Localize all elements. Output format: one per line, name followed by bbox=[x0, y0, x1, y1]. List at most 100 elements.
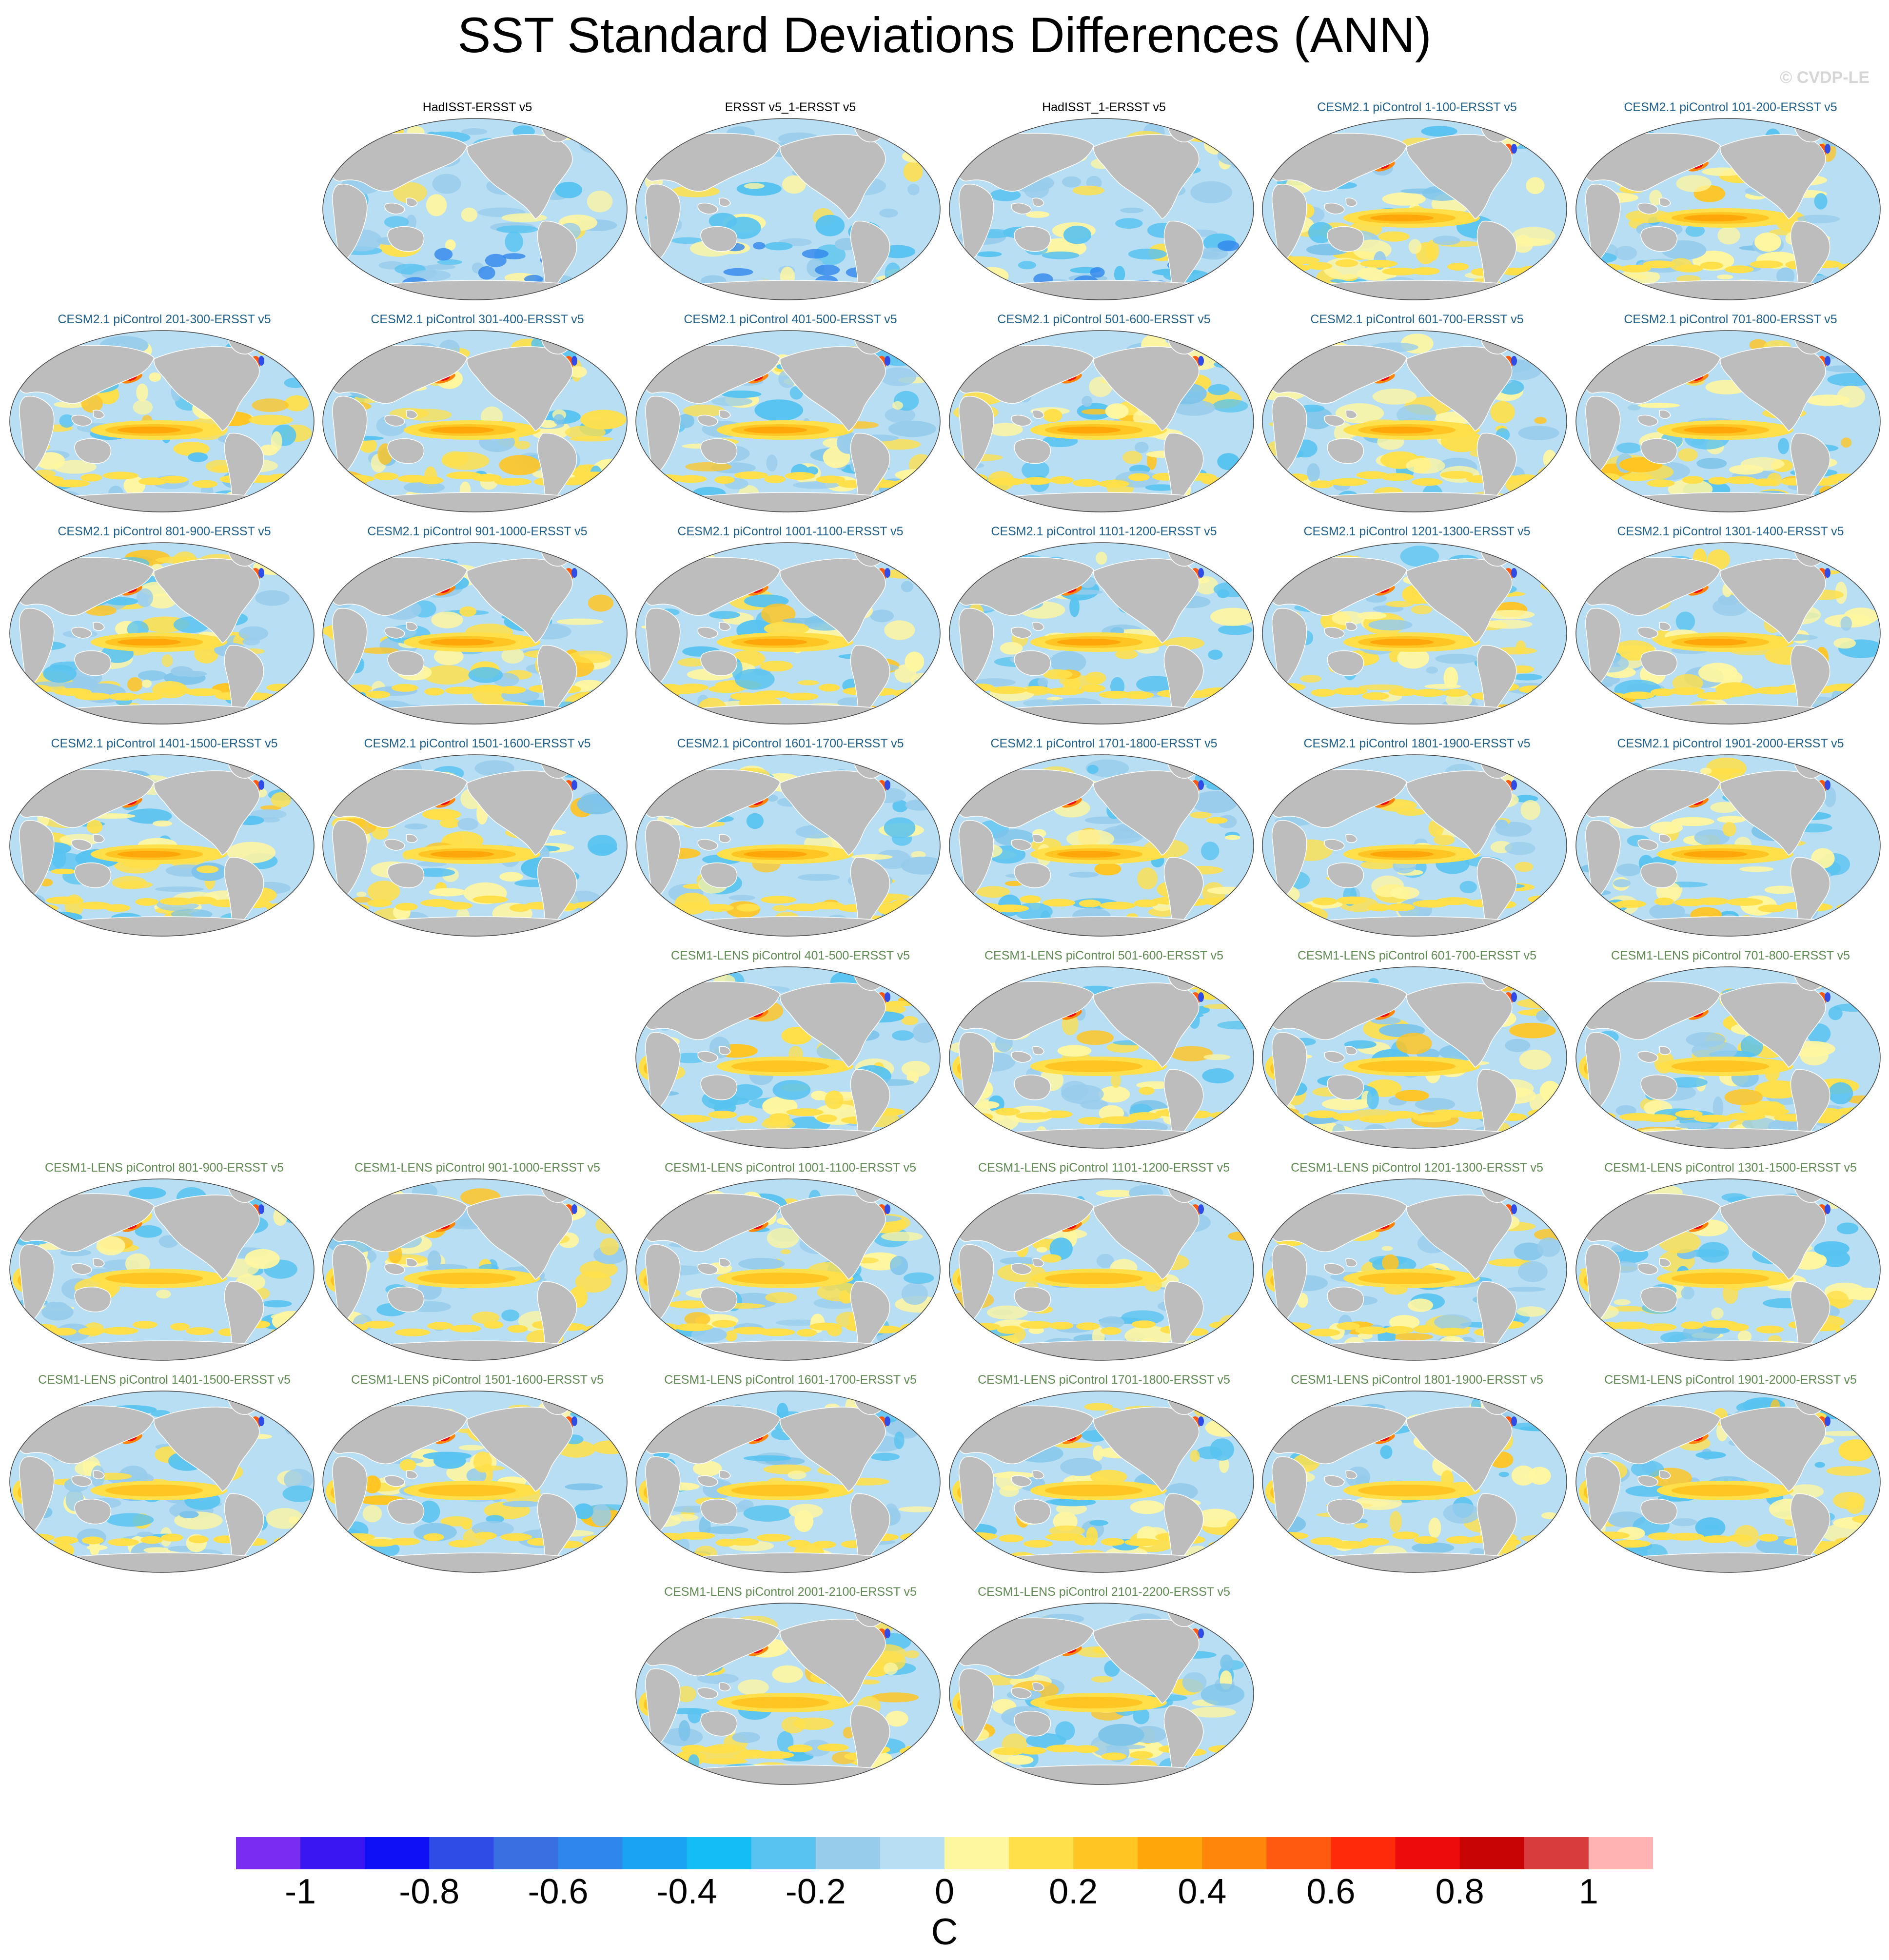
world-map bbox=[635, 1603, 941, 1785]
map-border bbox=[1575, 1391, 1881, 1573]
land-maritime-continent bbox=[697, 1046, 731, 1063]
land-maritime-continent bbox=[1324, 834, 1358, 851]
world-map bbox=[322, 118, 628, 300]
panel-title: CESM1-LENS piControl 1701-1800-ERSST v5 bbox=[978, 1373, 1230, 1387]
map-panel: CESM2.1 piControl 201-300-ERSST v5 bbox=[8, 312, 321, 517]
land-maritime-continent bbox=[1324, 1046, 1358, 1063]
world-map bbox=[635, 1391, 941, 1573]
map-panel: CESM2.1 piControl 1801-1900-ERSST v5 bbox=[1260, 736, 1574, 941]
map-panel: CESM2.1 piControl 401-500-ERSST v5 bbox=[634, 312, 947, 517]
map-border bbox=[322, 330, 628, 512]
map-panel: CESM1-LENS piControl 1101-1200-ERSST v5 bbox=[947, 1160, 1260, 1365]
colorbar-segment bbox=[751, 1837, 816, 1869]
map-panel: CESM2.1 piControl 901-1000-ERSST v5 bbox=[321, 524, 634, 729]
figure-title: SST Standard Deviations Differences (ANN… bbox=[457, 7, 1432, 63]
world-map bbox=[949, 542, 1254, 725]
colorbar-segment bbox=[880, 1837, 945, 1869]
land-maritime-continent bbox=[384, 834, 418, 851]
panel-title: CESM1-LENS piControl 1201-1300-ERSST v5 bbox=[1291, 1161, 1543, 1175]
colorbar-segment bbox=[493, 1837, 558, 1869]
land-australia bbox=[1327, 438, 1364, 464]
panel-title: CESM1-LENS piControl 801-900-ERSST v5 bbox=[44, 1161, 284, 1175]
world-map bbox=[322, 1391, 628, 1573]
map-border bbox=[949, 1178, 1254, 1361]
world-map bbox=[949, 118, 1254, 300]
land-africa bbox=[1585, 396, 1621, 472]
panel-title: CESM2.1 piControl 201-300-ERSST v5 bbox=[58, 313, 271, 326]
land-maritime-continent bbox=[697, 1470, 731, 1487]
land-maritime-continent bbox=[71, 1470, 105, 1487]
panel-title: CESM1-LENS piControl 1001-1100-ERSST v5 bbox=[665, 1161, 916, 1175]
panel-title: CESM1-LENS piControl 2101-2200-ERSST v5 bbox=[978, 1585, 1230, 1599]
panel-title: CESM2.1 piControl 1801-1900-ERSST v5 bbox=[1303, 737, 1531, 750]
map-panel: CESM1-LENS piControl 1201-1300-ERSST v5 bbox=[1260, 1160, 1574, 1365]
map-panel: CESM1-LENS piControl 701-800-ERSST v5 bbox=[1574, 948, 1887, 1153]
land-maritime-continent bbox=[1324, 1470, 1358, 1487]
map-border bbox=[322, 118, 628, 300]
panel-title: CESM1-LENS piControl 601-700-ERSST v5 bbox=[1297, 949, 1537, 962]
map-border bbox=[635, 118, 941, 300]
map-border bbox=[1262, 1391, 1567, 1573]
map-border bbox=[949, 1603, 1254, 1785]
land-africa bbox=[1585, 1456, 1621, 1532]
map-border bbox=[9, 542, 315, 725]
land-australia bbox=[387, 1498, 425, 1525]
map-border bbox=[635, 1178, 941, 1361]
map-border bbox=[1575, 1178, 1881, 1361]
panel-title: CESM1-LENS piControl 1401-1500-ERSST v5 bbox=[38, 1373, 291, 1387]
land-maritime-continent bbox=[1637, 622, 1671, 639]
colorbar-segment bbox=[300, 1837, 365, 1869]
land-australia bbox=[700, 1498, 738, 1525]
world-map bbox=[949, 754, 1254, 937]
land-australia bbox=[387, 438, 425, 464]
land-maritime-continent bbox=[1011, 197, 1044, 215]
land-africa bbox=[959, 1244, 994, 1320]
land-africa bbox=[1585, 184, 1621, 260]
land-australia bbox=[1014, 1498, 1051, 1525]
land-africa bbox=[645, 820, 681, 896]
world-map bbox=[322, 542, 628, 725]
panel-title: CESM2.1 piControl 901-1000-ERSST v5 bbox=[367, 525, 588, 538]
world-map bbox=[9, 330, 315, 512]
land-africa bbox=[1272, 1244, 1307, 1320]
land-maritime-continent bbox=[384, 622, 418, 639]
land-africa bbox=[332, 1456, 368, 1532]
map-panel: CESM1-LENS piControl 901-1000-ERSST v5 bbox=[321, 1160, 634, 1365]
panel-title: CESM2.1 piControl 1201-1300-ERSST v5 bbox=[1303, 525, 1531, 538]
land-africa bbox=[959, 1668, 994, 1744]
colorbar-segment bbox=[1331, 1837, 1396, 1869]
land-australia bbox=[1640, 862, 1678, 888]
map-border bbox=[949, 118, 1254, 300]
land-maritime-continent bbox=[71, 410, 105, 427]
land-africa bbox=[959, 1456, 994, 1532]
colorbar-tick-labels: -1 -0.8 -0.6 -0.4 -0.2 0 0.2 0.4 0.6 0.8 1 bbox=[0, 1871, 1889, 1915]
world-map bbox=[1262, 330, 1567, 512]
land-australia bbox=[1327, 650, 1364, 676]
panel-title: CESM2.1 piControl 1001-1100-ERSST v5 bbox=[677, 525, 904, 538]
map-border bbox=[322, 1178, 628, 1361]
land-africa bbox=[332, 820, 368, 896]
panel-title: CESM1-LENS piControl 1501-1600-ERSST v5 bbox=[351, 1373, 604, 1387]
map-border bbox=[9, 1391, 315, 1573]
world-map bbox=[1575, 542, 1881, 725]
panel-title: CESM2.1 piControl 1901-2000-ERSST v5 bbox=[1617, 737, 1844, 750]
map-panel: CESM1-LENS piControl 1401-1500-ERSST v5 bbox=[8, 1372, 321, 1577]
colorbar-segment bbox=[687, 1837, 752, 1869]
land-australia bbox=[387, 226, 425, 252]
panel-title: CESM1-LENS piControl 1101-1200-ERSST v5 bbox=[978, 1161, 1230, 1175]
land-maritime-continent bbox=[1011, 1046, 1044, 1063]
watermark: © CVDP-LE bbox=[1780, 68, 1869, 87]
colorbar-segment bbox=[365, 1837, 430, 1869]
land-australia bbox=[1327, 226, 1364, 252]
panel-title: CESM1-LENS piControl 1901-2000-ERSST v5 bbox=[1604, 1373, 1857, 1387]
panel-title: CESM2.1 piControl 1701-1800-ERSST v5 bbox=[990, 737, 1218, 750]
land-australia bbox=[1014, 862, 1051, 888]
land-australia bbox=[1640, 1074, 1678, 1100]
panel-title: CESM1-LENS piControl 501-600-ERSST v5 bbox=[984, 949, 1224, 962]
land-africa bbox=[1272, 396, 1307, 472]
land-africa bbox=[1272, 1032, 1307, 1108]
land-africa bbox=[332, 1244, 368, 1320]
map-border bbox=[9, 330, 315, 512]
land-maritime-continent bbox=[1637, 197, 1671, 215]
world-map bbox=[949, 1391, 1254, 1573]
